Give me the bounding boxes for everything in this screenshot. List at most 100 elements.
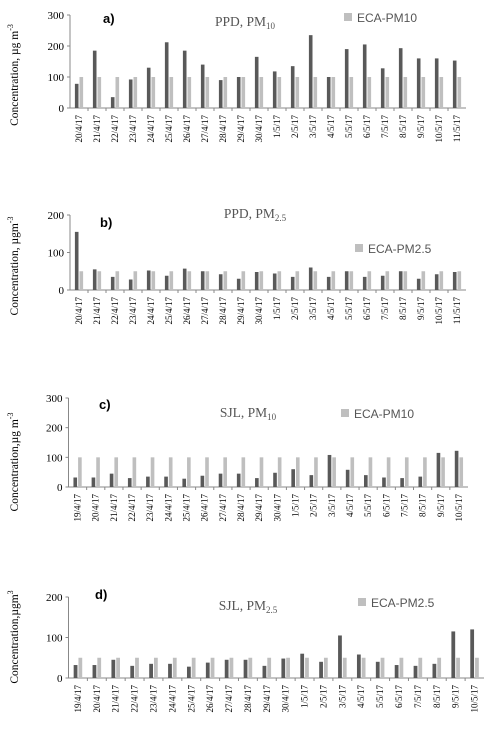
limit-bar xyxy=(168,457,173,487)
x-tick-label: 5/5/17 xyxy=(375,685,385,709)
measured-bar xyxy=(254,272,259,290)
measured-bar xyxy=(363,475,368,487)
limit-bar xyxy=(96,457,100,487)
limit-bar xyxy=(380,657,385,678)
measured-bar xyxy=(236,77,241,108)
measured-bar xyxy=(434,58,439,108)
measured-bar xyxy=(92,665,97,678)
y-axis-label-main: Concentration,µgm xyxy=(9,594,21,683)
limit-bar xyxy=(115,271,120,290)
x-tick-label: 25/4/17 xyxy=(164,115,174,143)
measured-bar xyxy=(319,661,323,678)
limit-bar xyxy=(399,657,404,678)
x-tick-label: 30/4/17 xyxy=(254,115,264,143)
measured-bar xyxy=(224,659,229,678)
x-tick-label: 3/5/17 xyxy=(308,297,318,321)
limit-bar xyxy=(241,271,246,290)
limit-bar xyxy=(421,77,426,108)
measured-bar xyxy=(186,666,191,678)
x-tick-label: 25/4/17 xyxy=(182,494,192,522)
y-tick-label: 0 xyxy=(59,103,65,115)
measured-bar xyxy=(92,50,97,108)
limit-bar xyxy=(150,457,155,487)
measured-bar xyxy=(309,475,314,487)
limit-bar xyxy=(169,77,174,108)
limit-bar xyxy=(349,77,354,108)
limit-bar xyxy=(151,77,156,108)
x-tick-label: 1/5/17 xyxy=(272,297,282,321)
measured-bar xyxy=(416,58,421,108)
measured-bar xyxy=(130,665,135,678)
limit-bar xyxy=(97,77,102,108)
limit-bar xyxy=(332,457,336,487)
y-tick-label: 0 xyxy=(57,482,63,494)
measured-bar xyxy=(128,79,133,108)
x-tick-label: 29/4/17 xyxy=(254,494,264,522)
x-tick-label: 30/4/17 xyxy=(272,494,282,522)
x-tick-label: 7/5/17 xyxy=(413,685,423,709)
x-tick-label: 21/4/17 xyxy=(92,115,102,143)
x-tick-label: 6/5/17 xyxy=(394,685,404,709)
x-tick-label: 2/5/17 xyxy=(290,115,300,139)
x-tick-label: 24/4/17 xyxy=(146,297,156,325)
limit-bar xyxy=(277,77,282,108)
limit-bar xyxy=(439,271,444,290)
limit-bar xyxy=(457,77,462,108)
x-tick-label: 10/5/17 xyxy=(434,115,444,143)
limit-bar xyxy=(437,657,442,678)
x-tick-label: 22/4/17 xyxy=(127,494,137,522)
x-tick-label: 26/4/17 xyxy=(182,297,192,325)
limit-bar xyxy=(314,457,318,487)
legend-label: ECA-PM2.5 xyxy=(368,242,432,256)
x-tick-label: 4/5/17 xyxy=(326,115,336,139)
x-tick-label: 30/4/17 xyxy=(254,297,264,325)
x-tick-label: 21/4/17 xyxy=(109,494,119,522)
panel-title-subscript: 10 xyxy=(267,412,277,422)
measured-bar xyxy=(344,271,349,290)
y-axis-label-superscript: 3 xyxy=(6,590,15,594)
measured-bar xyxy=(110,97,115,108)
limit-bar xyxy=(367,271,372,290)
panel-title: PPD, PM2.5 xyxy=(224,206,287,223)
y-axis-label-main: Concentration, µg m xyxy=(9,31,21,126)
chart-panel-d: 0 100 200 19/4/17 20/4/17 21/4/17 22/4/17 23/4/… xyxy=(6,587,484,713)
limit-bar xyxy=(423,457,427,487)
limit-bar xyxy=(313,271,318,290)
limit-bar xyxy=(331,271,336,290)
panel-title-subscript: 2.5 xyxy=(275,213,287,223)
x-tick-label: 22/4/17 xyxy=(110,115,120,143)
limit-bar xyxy=(78,457,82,487)
panel-label: a) xyxy=(103,11,115,26)
limit-bar xyxy=(323,657,328,678)
x-tick-label: 23/4/17 xyxy=(128,297,138,325)
limit-bar xyxy=(350,457,355,487)
limit-bar xyxy=(151,271,156,290)
measured-bar xyxy=(308,35,313,108)
x-tick-label: 24/4/17 xyxy=(167,685,177,713)
x-tick-label: 25/4/17 xyxy=(186,685,196,713)
limit-bar xyxy=(169,271,174,290)
limit-bar xyxy=(331,77,336,108)
panel-label: b) xyxy=(100,215,112,230)
panel-title-subscript: 2.5 xyxy=(266,605,278,615)
limit-bar xyxy=(259,77,264,108)
measured-bar xyxy=(290,66,295,108)
measured-bar xyxy=(362,44,367,108)
limit-bar xyxy=(116,657,120,678)
y-tick-label: 200 xyxy=(48,210,65,222)
measured-bar xyxy=(344,49,349,108)
x-tick-label: 8/5/17 xyxy=(432,685,442,709)
x-tick-label: 23/4/17 xyxy=(145,494,155,522)
limit-bar xyxy=(367,77,372,108)
panel-title-main: PPD, PM xyxy=(215,14,266,29)
measured-bar xyxy=(200,271,205,290)
x-tick-label: 4/5/17 xyxy=(345,494,355,518)
panel-label: c) xyxy=(99,397,111,412)
legend-swatch xyxy=(355,244,363,252)
y-axis-label: Concentration,µg m-3 xyxy=(6,413,21,512)
limit-bar xyxy=(456,657,460,678)
measured-bar xyxy=(200,475,205,487)
chart-panel-c: 0 100 200 300 19/4/17 20/4/17 21/4/17 22/4/17 23… xyxy=(6,393,468,522)
panel-title-main: SJL, PM xyxy=(219,598,266,613)
